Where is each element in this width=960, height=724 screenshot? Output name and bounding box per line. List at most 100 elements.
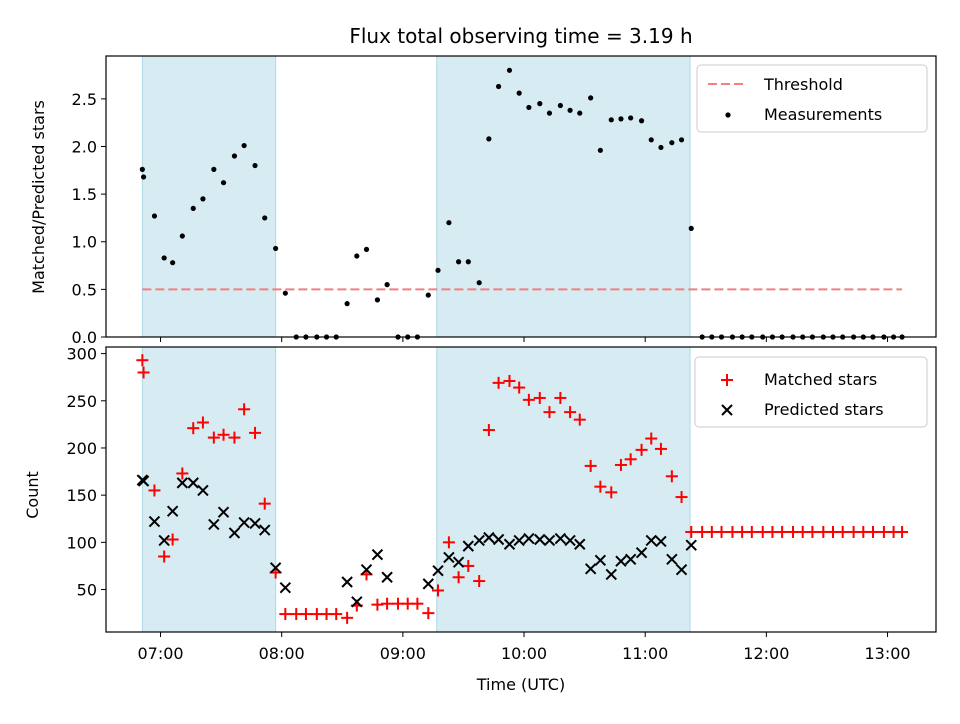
measurement-point — [446, 220, 452, 226]
predicted-star-point — [443, 551, 455, 564]
top-y-tick-label: 2.0 — [72, 137, 97, 156]
bottom-y-ticks: 50 100 150 200 250 300 — [66, 345, 106, 600]
matched-star-point — [299, 608, 312, 621]
measurement-point — [516, 90, 522, 96]
measurement-point — [688, 225, 694, 232]
predicted-legend-marker — [721, 404, 733, 416]
matched-star-point — [614, 458, 627, 471]
matched-star-point — [564, 406, 577, 419]
measurement-point — [151, 213, 158, 219]
matched-star-point — [137, 366, 150, 379]
top-x-ticks — [160, 337, 889, 342]
matched-star-point — [187, 422, 200, 435]
measurement-point — [425, 292, 431, 298]
measurement-point — [161, 255, 167, 261]
matched-star-point — [432, 584, 444, 597]
matched-star-point — [533, 391, 546, 404]
top-y-tick-label: 0.5 — [72, 280, 97, 299]
measurement-point — [567, 107, 573, 113]
predicted-star-point — [259, 524, 271, 536]
matched-star-point — [473, 575, 486, 588]
matched-star-point — [148, 484, 161, 497]
top-panel: 0.0 0.5 1.0 1.5 2.0 2.5 Matched/Predicted sta… — [29, 55, 937, 347]
measurement-point — [241, 142, 247, 149]
predicted-star-point — [685, 539, 697, 551]
matched-star-point — [258, 497, 271, 510]
predicted-star-point — [217, 506, 230, 518]
x-tick-label: 09:00 — [380, 644, 426, 663]
matched-star-point — [554, 391, 567, 404]
matched-star-point — [685, 525, 698, 538]
predicted-star-point — [432, 564, 444, 577]
measurement-point — [252, 162, 258, 169]
predicted-star-point — [492, 533, 505, 546]
predicted-star-point — [148, 515, 161, 528]
bottom-y-tick-label: 300 — [66, 345, 97, 364]
predicted-star-point — [615, 555, 627, 567]
matched-star-point — [503, 374, 516, 387]
top-legend-box — [696, 64, 928, 133]
matched-star-point — [176, 467, 189, 480]
predicted-star-point — [351, 596, 363, 608]
matched-star-point — [136, 354, 149, 367]
matched-star-point — [482, 424, 495, 437]
predicted-star-point — [635, 547, 648, 559]
predicted-star-point — [228, 527, 241, 539]
measurements-layer — [139, 67, 905, 340]
matched-star-point — [158, 550, 171, 563]
matched-star-point — [836, 525, 849, 538]
predicted-star-point — [176, 477, 189, 489]
predicted-star-point — [422, 578, 435, 590]
matched-star-point — [665, 470, 678, 483]
measurement-point — [506, 67, 513, 73]
predicted-star-point — [371, 548, 384, 561]
measurement-point — [648, 137, 654, 143]
measurement-point — [658, 144, 664, 151]
top-y-tick-label: 0.0 — [72, 328, 97, 347]
matched-star-point — [238, 403, 251, 416]
predicted-star-point — [473, 534, 485, 547]
matched-legend-label: Matched stars — [764, 370, 877, 389]
measurement-point — [200, 196, 206, 202]
predicted-star-point — [166, 505, 179, 517]
measurements-legend-marker — [725, 112, 731, 118]
top-y-tick-label: 1.5 — [72, 185, 97, 204]
bottom-x-ticks: 07:00 08:00 09:00 10:00 11:00 12:00 13:00 — [137, 632, 911, 663]
x-tick-label: 11:00 — [622, 644, 668, 663]
matched-star-point — [381, 597, 394, 610]
matched-star-point — [452, 571, 465, 584]
predicted-star-point — [483, 531, 495, 544]
matched-star-point — [806, 525, 819, 538]
matched-star-point — [166, 533, 179, 546]
measurement-point — [537, 101, 543, 107]
matched-star-point — [249, 426, 262, 439]
bottom-y-tick-label: 100 — [66, 533, 97, 552]
matched-star-point — [543, 406, 556, 419]
predicted-star-point — [381, 571, 393, 583]
measurement-point — [678, 137, 685, 143]
measurement-point — [179, 233, 185, 239]
predicted-star-point — [624, 553, 637, 566]
measurement-point — [190, 205, 196, 212]
measurement-point — [476, 280, 482, 286]
measurement-point — [486, 136, 492, 142]
predicted-star-point — [574, 538, 586, 550]
measurements-legend-label: Measurements — [764, 105, 882, 124]
predicted-star-point — [269, 562, 282, 574]
bottom-y-tick-label: 250 — [66, 392, 97, 411]
bottom-y-tick-label: 150 — [66, 486, 97, 505]
measurement-point — [140, 174, 147, 180]
matched-star-point — [645, 432, 658, 445]
matched-star-point — [776, 525, 789, 538]
top-legend: Threshold Measurements — [696, 64, 928, 133]
predicted-star-point — [554, 532, 567, 545]
matched-star-point — [745, 525, 758, 538]
predicted-star-point — [605, 568, 617, 581]
predicted-star-point — [564, 534, 576, 547]
bottom-shaded-regions — [141, 346, 691, 633]
top-y-ticks: 0.0 0.5 1.0 1.5 2.0 2.5 — [72, 90, 106, 347]
matched-star-point — [522, 393, 535, 406]
predicted-star-point — [655, 535, 667, 548]
predicted-star-point — [594, 554, 607, 566]
